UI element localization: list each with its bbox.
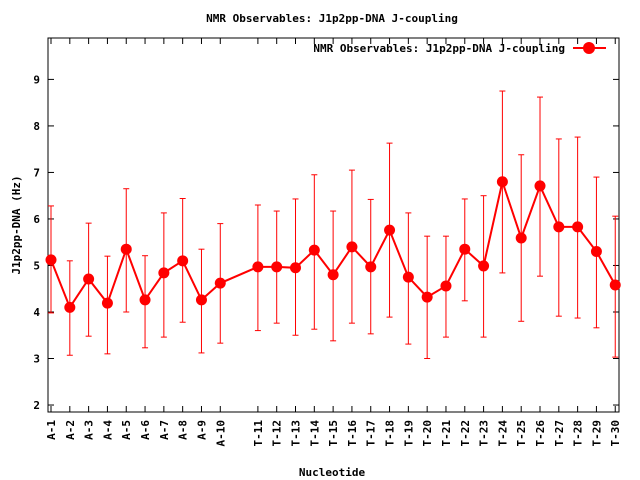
x-tick-label: A-2 xyxy=(64,420,77,440)
x-tick-label: T-28 xyxy=(572,420,585,447)
y-tick-label: 2 xyxy=(33,399,40,412)
x-tick-label: T-11 xyxy=(252,420,265,447)
x-tick-label: A-7 xyxy=(158,420,171,440)
data-point xyxy=(346,241,358,253)
y-tick-label: 7 xyxy=(33,166,40,179)
data-point xyxy=(553,221,565,233)
x-tick-label: T-30 xyxy=(609,420,622,447)
x-tick-label: T-13 xyxy=(290,420,303,447)
data-point xyxy=(64,301,76,313)
x-axis-label: Nucleotide xyxy=(299,466,366,479)
x-axis: A-1 A-2 A-3 A-4 A-5 A-6 A-7 A-8 A-9 A-10 T-11 T-12 T… xyxy=(45,38,622,447)
legend-marker xyxy=(583,42,595,54)
x-tick-label: T-27 xyxy=(553,420,566,447)
x-tick-label: T-16 xyxy=(346,420,359,447)
data-point xyxy=(214,277,226,289)
data-point xyxy=(384,224,396,236)
legend: NMR Observables: J1p2pp-DNA J-coupling xyxy=(313,42,606,55)
legend-label: NMR Observables: J1p2pp-DNA J-coupling xyxy=(313,42,565,55)
chart-title: NMR Observables: J1p2pp-DNA J-coupling xyxy=(206,12,458,25)
y-axis-label: J1p2pp-DNA (Hz) xyxy=(10,175,23,274)
x-tick-label: T-15 xyxy=(327,420,340,447)
y-tick-label: 6 xyxy=(33,213,40,226)
y-tick-label: 5 xyxy=(33,259,40,272)
x-tick-label: A-3 xyxy=(83,420,96,440)
data-point xyxy=(83,273,95,285)
y-tick-label: 9 xyxy=(33,73,40,86)
data-point xyxy=(515,232,527,244)
x-tick-label: T-24 xyxy=(496,420,509,447)
y-axis: 2 3 4 5 6 7 8 9 xyxy=(33,73,619,412)
x-tick-label: T-21 xyxy=(440,420,453,447)
y-tick-label: 8 xyxy=(33,120,40,133)
error-bars xyxy=(48,90,619,360)
data-point xyxy=(440,280,452,292)
x-tick-label: A-6 xyxy=(139,420,152,440)
x-tick-label: T-19 xyxy=(402,420,415,447)
x-tick-label: T-20 xyxy=(421,420,434,447)
data-point xyxy=(534,180,546,192)
data-point xyxy=(120,243,132,255)
data-point xyxy=(45,254,57,266)
data-point xyxy=(590,246,602,258)
x-tick-label: T-22 xyxy=(459,420,472,447)
x-tick-label: T-18 xyxy=(384,420,397,447)
data-point xyxy=(158,267,170,279)
data-point xyxy=(308,244,320,256)
data-point xyxy=(421,291,433,303)
data-point xyxy=(195,294,207,306)
x-tick-label: T-14 xyxy=(308,420,321,447)
data-point xyxy=(139,294,151,306)
x-tick-label: T-29 xyxy=(590,420,603,447)
x-tick-label: A-9 xyxy=(195,420,208,440)
data-point xyxy=(327,269,339,281)
data-point xyxy=(459,243,471,255)
data-points xyxy=(45,176,621,313)
x-tick-label: A-4 xyxy=(101,420,114,440)
data-point xyxy=(101,297,113,309)
x-tick-label: A-5 xyxy=(120,420,133,440)
data-point xyxy=(290,262,302,274)
x-tick-label: T-26 xyxy=(534,420,547,447)
data-point xyxy=(271,261,283,273)
data-point xyxy=(177,255,189,267)
x-tick-label: A-8 xyxy=(177,420,190,440)
data-point xyxy=(402,271,414,283)
x-tick-label: A-10 xyxy=(214,420,227,447)
y-tick-label: 3 xyxy=(33,353,40,366)
data-point xyxy=(496,176,508,188)
x-tick-label: T-17 xyxy=(365,420,378,447)
data-point xyxy=(572,221,584,233)
x-tick-label: T-25 xyxy=(515,420,528,447)
x-tick-label: T-12 xyxy=(271,420,284,447)
y-tick-label: 4 xyxy=(33,306,40,319)
x-tick-label: A-1 xyxy=(45,420,58,440)
data-point xyxy=(252,261,264,273)
data-point xyxy=(365,261,377,273)
x-tick-label: T-23 xyxy=(478,420,491,447)
data-point xyxy=(478,260,490,272)
series-line xyxy=(50,178,617,310)
data-point xyxy=(609,279,621,291)
